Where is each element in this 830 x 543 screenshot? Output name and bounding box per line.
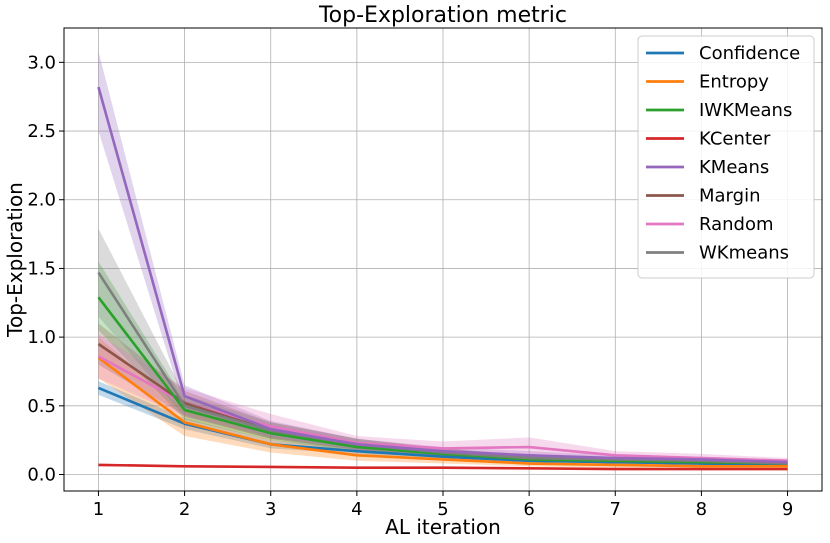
x-tick-label: 2 [179,499,190,520]
x-tick-label: 9 [782,499,793,520]
x-tick-label: 7 [610,499,621,520]
y-tick-label: 1.0 [27,327,56,348]
legend-label: Random [699,214,774,235]
x-tick-label: 3 [265,499,276,520]
y-tick-label: 0.5 [27,396,56,417]
legend-label: Confidence [699,43,800,64]
legend-label: IWKMeans [699,100,792,121]
x-tick-label: 8 [696,499,707,520]
y-tick-label: 1.5 [27,258,56,279]
y-tick-label: 2.5 [27,121,56,142]
line-wkmeans [97,271,788,465]
y-tick-label: 2.0 [27,190,56,211]
legend-box [637,35,815,279]
line-kmeans [97,86,788,464]
y-tick-label: 0.0 [27,465,56,486]
axis-ticks: 1 2 3 4 5 6 7 8 9 0.0 0.5 1.0 1.5 2.0 2.5 3.0 [27,52,793,520]
legend: Confidence Entropy IWKMeans KCenter KMeans Ma… [637,35,815,279]
legend-label: KCenter [699,129,771,150]
x-tick-label: 5 [437,499,448,520]
x-tick-label: 1 [93,499,104,520]
x-tick-label: 4 [351,499,362,520]
legend-label: KMeans [699,157,769,178]
line-iwkmeans [97,296,788,465]
series-lines [97,86,788,471]
y-tick-label: 3.0 [27,52,56,73]
line-random [97,355,788,463]
legend-label: Entropy [699,72,769,93]
x-axis-label: AL iteration [385,515,501,539]
legend-label: Margin [699,186,760,207]
chart-title: Top-Exploration metric [318,3,567,28]
line-kcenter [98,463,788,471]
x-tick-label: 6 [523,499,534,520]
y-axis-label: Top-Exploration [3,182,27,338]
line-entropy [97,356,788,468]
legend-label: WKmeans [699,243,789,264]
